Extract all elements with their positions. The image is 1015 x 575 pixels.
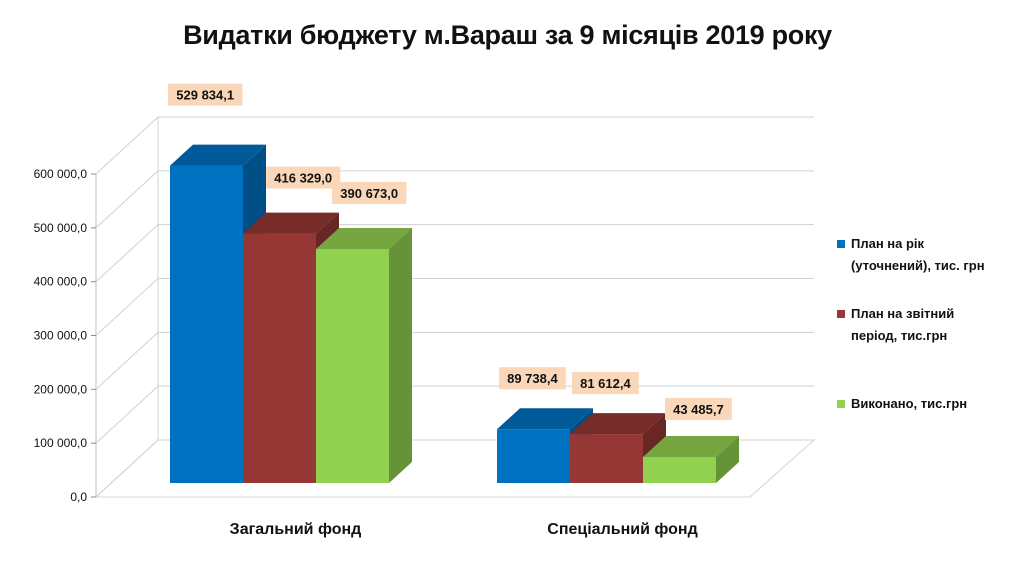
bar-3-2: [643, 435, 739, 483]
legend-item-3: Виконано, тис.грн: [837, 396, 967, 411]
gridline: [95, 116, 814, 175]
y-axis-ticks: 0,0 100 000,0 200 000,0 300 000,0 400 000,0 5…: [34, 167, 96, 504]
legend-label: План на рік: [851, 236, 925, 251]
legend-swatch: [837, 310, 845, 318]
bar-top-face: [570, 413, 666, 435]
y-tick-label: 0,0: [70, 490, 87, 504]
legend-swatch: [837, 240, 845, 248]
bar-side-face: [716, 435, 739, 483]
category-labels-layer: Загальний фонд Спеціальний фонд: [230, 521, 698, 538]
bar-front-face: [170, 165, 243, 483]
bar-top-face: [316, 227, 412, 249]
y-tick-label: 500 000,0: [34, 221, 88, 235]
data-label-bg: [168, 83, 243, 106]
legend-label: період, тис.грн: [851, 328, 947, 343]
data-label: 43 485,7: [665, 397, 732, 420]
legend-item-2: План на звітний період, тис.грн: [837, 306, 954, 343]
data-label: 89 738,4: [499, 367, 566, 390]
data-label: 390 673,0: [332, 181, 407, 204]
data-label-bg: [266, 166, 341, 189]
data-label-text: 43 485,7: [673, 402, 724, 417]
data-label-text: 529 834,1: [176, 88, 234, 103]
bar-front-face: [497, 429, 570, 483]
data-label-text: 81 612,4: [580, 376, 631, 391]
data-label-bg: [332, 181, 407, 204]
bar-top-face: [643, 435, 739, 457]
data-label-bg: [665, 397, 732, 420]
gridline: [95, 224, 814, 283]
chart-title: Видатки бюджету м.Вараш за 9 місяців 201…: [183, 20, 832, 50]
data-label-text: 416 329,0: [274, 171, 332, 186]
gridline: [95, 278, 814, 336]
data-label-bg: [572, 372, 639, 395]
legend-item-1: План на рік (уточнений), тис. грн: [837, 236, 985, 273]
legend-label: Виконано, тис.грн: [851, 396, 967, 411]
data-label: 416 329,0: [266, 166, 341, 189]
bar-front-face: [243, 233, 316, 483]
legend-label: План на звітний: [851, 306, 954, 321]
bar-top-face: [243, 212, 339, 234]
bar-3-1: [316, 227, 412, 483]
y-tick-label: 200 000,0: [34, 382, 88, 396]
bar-top-face: [497, 408, 593, 430]
legend-label: (уточнений), тис. грн: [851, 258, 985, 273]
bar-front-face: [643, 456, 716, 483]
gridline: [95, 170, 814, 229]
bar-front-face: [570, 434, 643, 483]
y-tick-label: 600 000,0: [34, 167, 88, 181]
bar-2-2: [570, 413, 666, 483]
data-label-bg: [499, 367, 566, 390]
y-tick-label: 300 000,0: [34, 329, 88, 343]
bar-front-face: [316, 248, 389, 483]
category-label: Спеціальний фонд: [547, 521, 697, 538]
bar-top-face: [170, 144, 266, 166]
data-label-text: 89 738,4: [507, 371, 558, 386]
y-tick-label: 100 000,0: [34, 436, 88, 450]
category-label: Загальний фонд: [230, 521, 362, 538]
data-label: 529 834,1: [168, 83, 243, 106]
gridline: [95, 331, 814, 390]
data-label-text: 390 673,0: [340, 186, 398, 201]
data-labels-layer: 529 834,1 416 329,0 390 673,0 89 738,4 81 61…: [168, 83, 732, 420]
bar-side-face: [389, 227, 412, 483]
y-tick-label: 400 000,0: [34, 275, 88, 289]
bars-layer: [170, 144, 739, 483]
legend-swatch: [837, 400, 845, 408]
data-label: 81 612,4: [572, 372, 639, 395]
